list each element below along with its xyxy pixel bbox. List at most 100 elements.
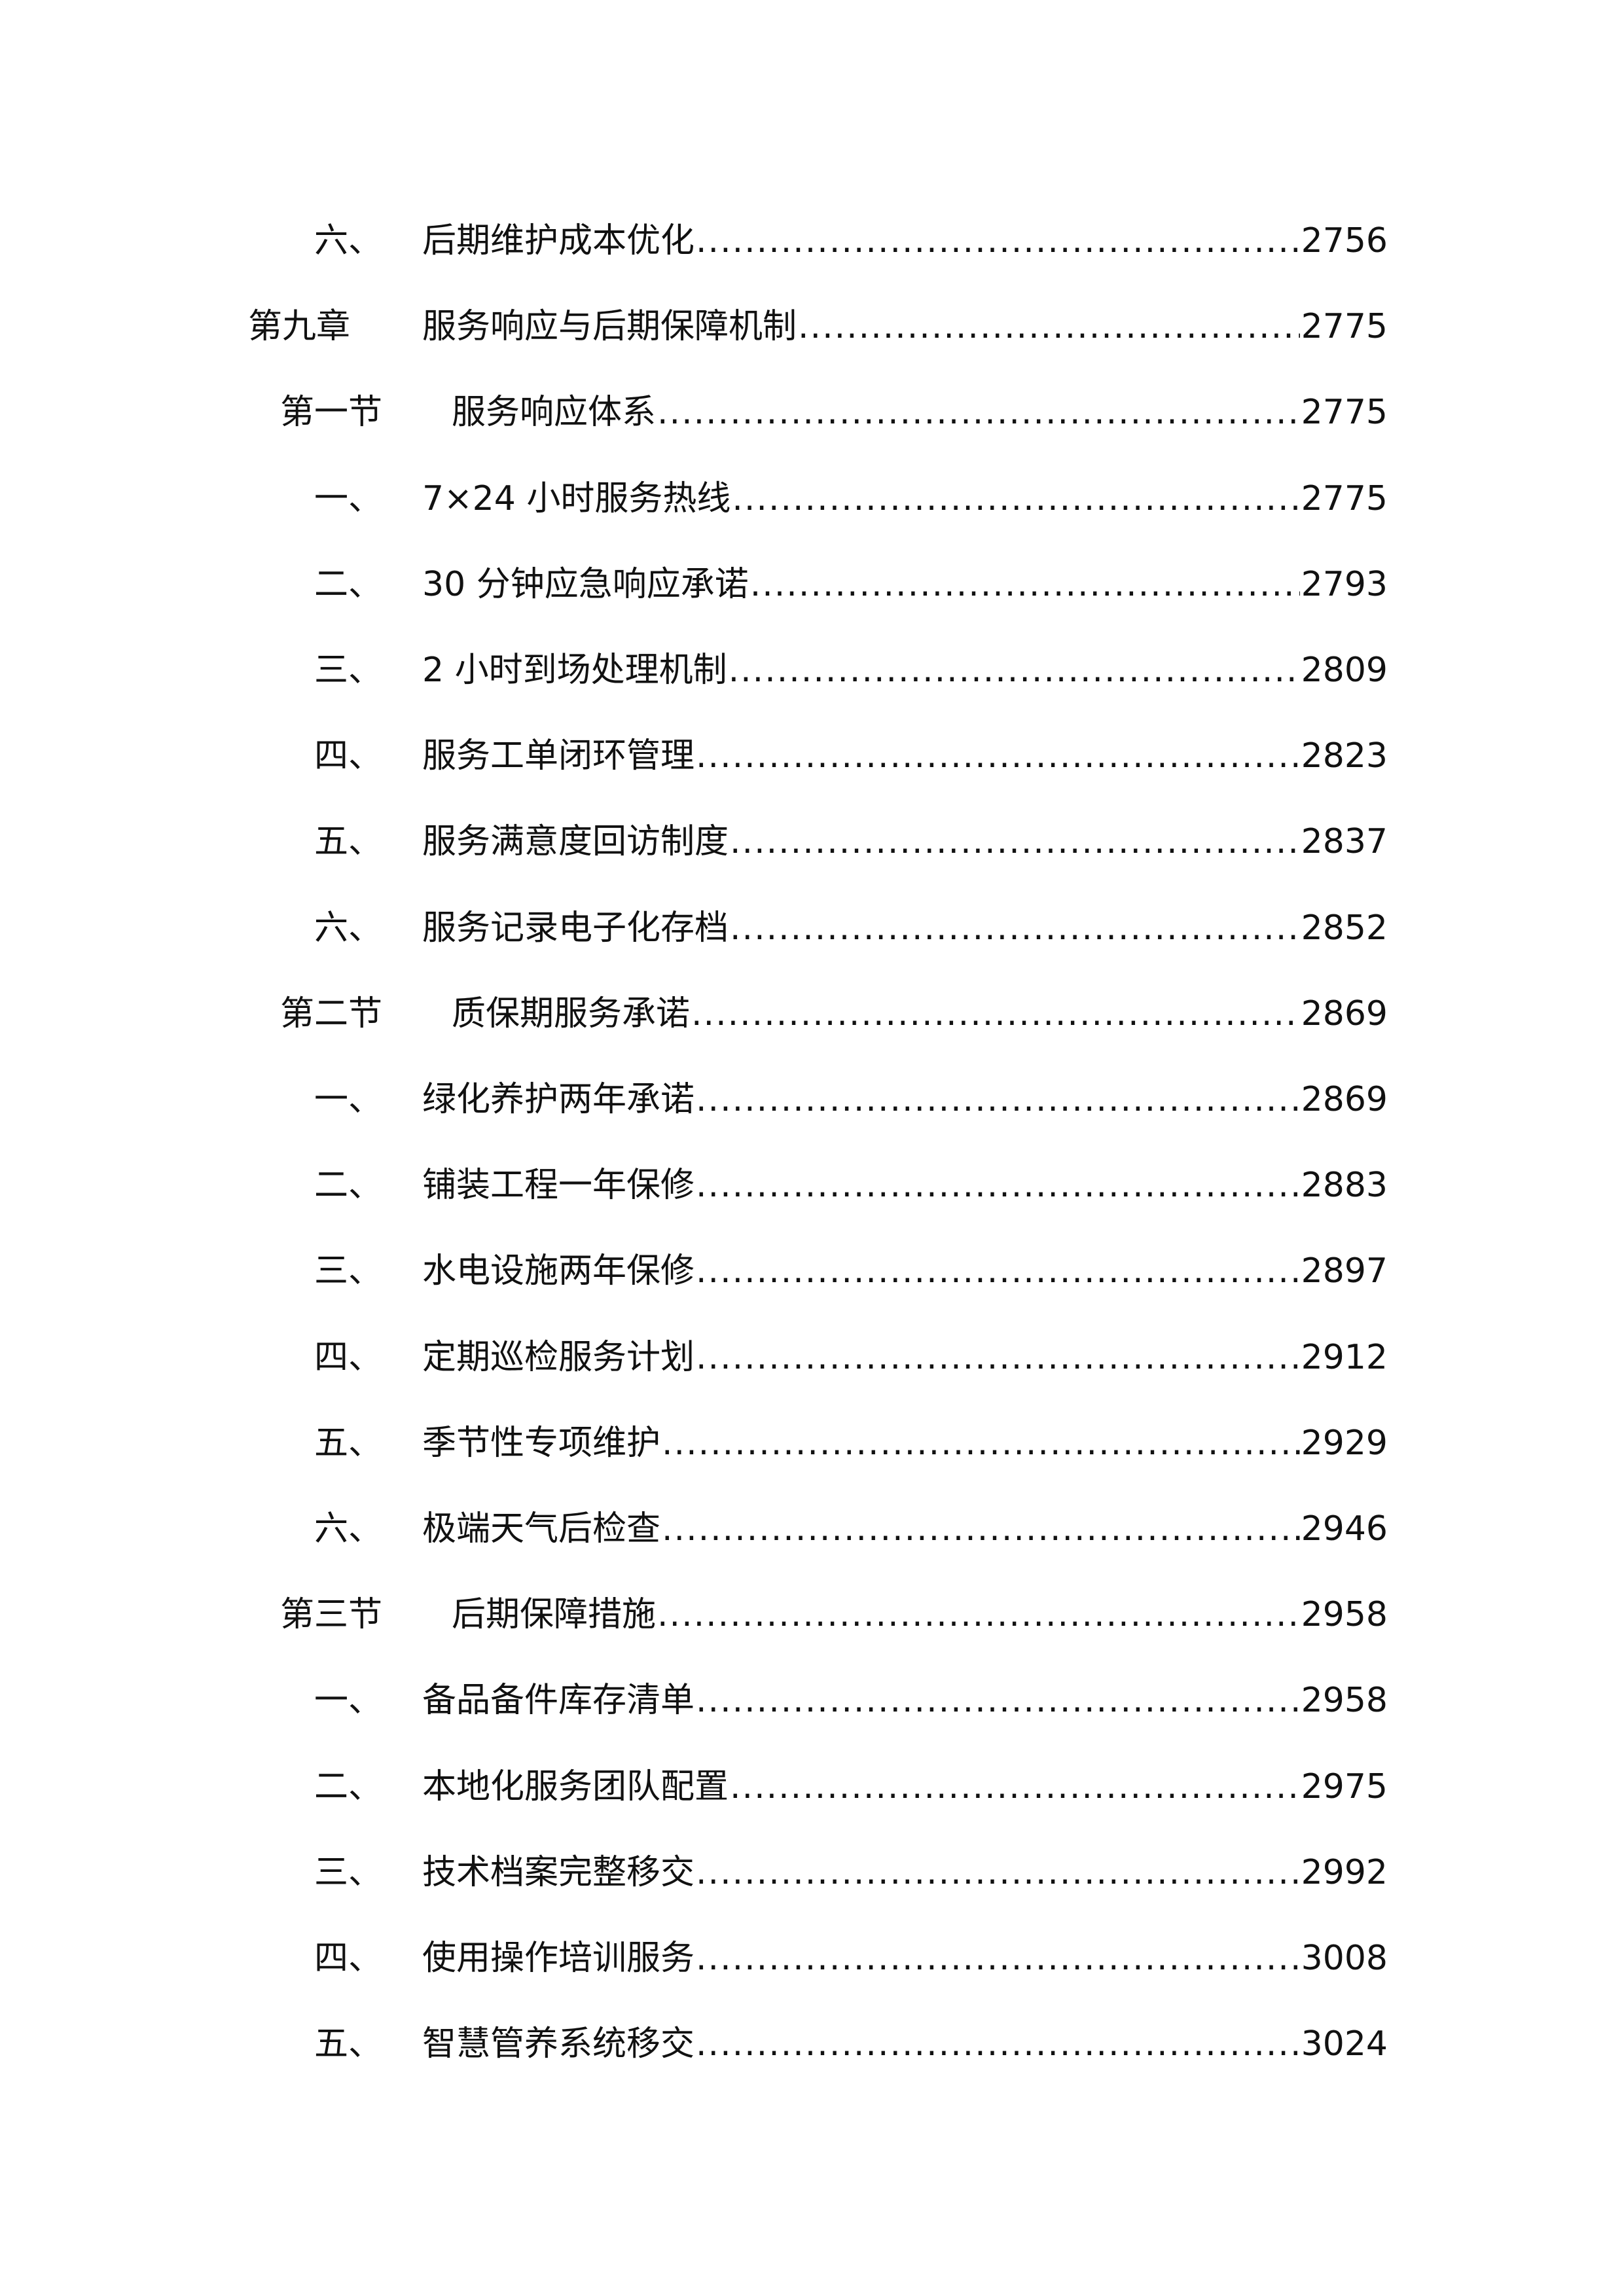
toc-entry-title: 服务记录电子化存档 [422,908,729,948]
toc-entry-title: 服务响应与后期保障机制 [422,307,797,347]
toc-entry-number: 四、 [314,1939,383,1978]
toc-entry-item[interactable]: 三、水电设施两年保修 2897 [0,1248,1624,1294]
toc-entry-page: 3024 [1301,2024,1388,2064]
toc-entry-number: 第九章 [248,307,351,347]
toc-entry-page: 2775 [1301,478,1388,518]
toc-entry-number: 五、 [314,1423,383,1463]
dot-leader [696,1850,1300,1895]
toc-entry-line: 绿化养护两年承诺 2869 [422,1077,1388,1122]
toc-entry-title: 后期维护成本优化 [422,221,695,260]
toc-entry-page: 2869 [1301,1080,1388,1119]
toc-entry-page: 3008 [1301,1939,1388,1978]
toc-entry-item[interactable]: 三、技术档案完整移交 2992 [0,1850,1624,1895]
toc-entry-page: 2897 [1301,1251,1388,1291]
toc-entry-title: 服务工单闭环管理 [422,736,695,776]
toc-entry-number: 二、 [314,1767,383,1806]
toc-entry-item[interactable]: 一、 7×24 小时服务热线 2775 [0,476,1624,522]
toc-entry-line: 后期保障措施 2958 [452,1592,1388,1638]
toc-entry-number: 四、 [314,1337,383,1377]
toc-entry-page: 2793 [1301,564,1388,604]
toc-entry-page: 2869 [1301,994,1388,1033]
toc-entry-item[interactable]: 四、使用操作培训服务 3008 [0,1935,1624,1981]
toc-entry-title: 水电设施两年保修 [422,1251,695,1291]
dot-leader [696,1077,1300,1122]
toc-entry-number: 二、 [314,564,383,604]
toc-entry-title: 7×24 小时服务热线 [422,478,731,518]
toc-entry-item[interactable]: 一、绿化养护两年承诺 2869 [0,1077,1624,1122]
toc-entry-line: 质保期服务承诺 2869 [452,991,1388,1037]
dot-leader [798,304,1300,350]
toc-entry-number: 四、 [314,736,383,776]
dot-leader [696,1248,1300,1294]
dot-leader [662,1420,1300,1466]
toc-entry-page: 2837 [1301,822,1388,862]
toc-entry-section[interactable]: 第一节 服务响应体系 2775 [0,389,1624,435]
toc-entry-number: 三、 [314,651,383,690]
toc-entry-page: 2823 [1301,736,1388,776]
toc-entry-title: 30 分钟应急响应承诺 [422,564,749,604]
toc-entry-line: 7×24 小时服务热线 2775 [422,476,1388,522]
toc-entry-item[interactable]: 二、 30 分钟应急响应承诺 2793 [0,562,1624,607]
dot-leader [657,1592,1300,1638]
toc-entry-number: 第二节 [280,994,383,1033]
toc-entry-item[interactable]: 五、季节性专项维护 2929 [0,1420,1624,1466]
dot-leader [696,218,1300,264]
toc-entry-line: 30 分钟应急响应承诺 2793 [422,562,1388,607]
toc-entry-title: 绿化养护两年承诺 [422,1080,695,1119]
toc-entry-number: 六、 [314,1509,383,1549]
toc-entry-number: 一、 [314,1681,383,1721]
toc-entry-line: 水电设施两年保修 2897 [422,1248,1388,1294]
toc-entry-number: 六、 [314,908,383,948]
toc-entry-item[interactable]: 二、铺装工程一年保修 2883 [0,1162,1624,1208]
toc-entry-number: 二、 [314,1166,383,1206]
toc-entry-title: 技术档案完整移交 [422,1852,695,1892]
dot-leader [696,1162,1300,1208]
toc-entry-number: 第一节 [280,393,383,433]
dot-leader [730,819,1300,865]
toc-entry-item[interactable]: 二、本地化服务团队配置 2975 [0,1764,1624,1810]
dot-leader [696,1677,1300,1723]
dot-leader [657,389,1300,435]
toc-entry-number: 五、 [314,2024,383,2064]
toc-entry-line: 使用操作培训服务 3008 [422,1935,1388,1981]
toc-entry-title: 服务响应体系 [452,393,657,433]
toc-entry-line: 备品备件库存清单 2958 [422,1677,1388,1723]
toc-entry-title: 质保期服务承诺 [452,994,691,1033]
toc-entry-title: 铺装工程一年保修 [422,1166,695,1206]
dot-leader [696,733,1300,779]
toc-entry-item[interactable]: 六、后期维护成本优化 2756 [0,218,1624,264]
toc-entry-item[interactable]: 一、备品备件库存清单 2958 [0,1677,1624,1723]
toc-entry-page: 2992 [1301,1852,1388,1892]
toc-entry-line: 服务满意度回访制度 2837 [422,819,1388,865]
toc-entry-line: 2 小时到场处理机制 2809 [422,647,1388,693]
toc-entry-item[interactable]: 五、智慧管养系统移交 3024 [0,2021,1624,2067]
toc-entry-number: 一、 [314,1080,383,1119]
toc-entry-item[interactable]: 五、服务满意度回访制度 2837 [0,819,1624,865]
toc-entry-item[interactable]: 六、服务记录电子化存档 2852 [0,905,1624,951]
toc-entry-title: 备品备件库存清单 [422,1681,695,1721]
toc-entry-title: 定期巡检服务计划 [422,1337,695,1377]
toc-entry-item[interactable]: 三、 2 小时到场处理机制 2809 [0,647,1624,693]
toc-entry-title: 季节性专项维护 [422,1423,661,1463]
toc-entry-section[interactable]: 第二节 质保期服务承诺 2869 [0,991,1624,1037]
toc-entry-page: 2852 [1301,908,1388,948]
dot-leader [696,1335,1300,1380]
toc-entry-page: 2775 [1301,393,1388,433]
dot-leader [750,562,1300,607]
toc-entry-number: 三、 [314,1251,383,1291]
toc-entry-line: 后期维护成本优化 2756 [422,218,1388,264]
toc-entry-item[interactable]: 六、极端天气后检查 2946 [0,1506,1624,1552]
toc-entry-title: 2 小时到场处理机制 [422,651,727,690]
dot-leader [691,991,1300,1037]
toc-entry-section[interactable]: 第三节 后期保障措施 2958 [0,1592,1624,1638]
toc-entry-title: 服务满意度回访制度 [422,822,729,862]
toc-entry-item[interactable]: 四、服务工单闭环管理 2823 [0,733,1624,779]
toc-entry-chapter[interactable]: 第九章 服务响应与后期保障机制 2775 [0,304,1624,350]
toc-entry-item[interactable]: 四、定期巡检服务计划 2912 [0,1335,1624,1380]
toc-entry-page: 2809 [1301,651,1388,690]
toc-entry-line: 技术档案完整移交 2992 [422,1850,1388,1895]
dot-leader [732,476,1299,522]
toc-entry-page: 2912 [1301,1337,1388,1377]
toc-entry-line: 极端天气后检查 2946 [422,1506,1388,1552]
toc-entry-page: 2958 [1301,1595,1388,1635]
